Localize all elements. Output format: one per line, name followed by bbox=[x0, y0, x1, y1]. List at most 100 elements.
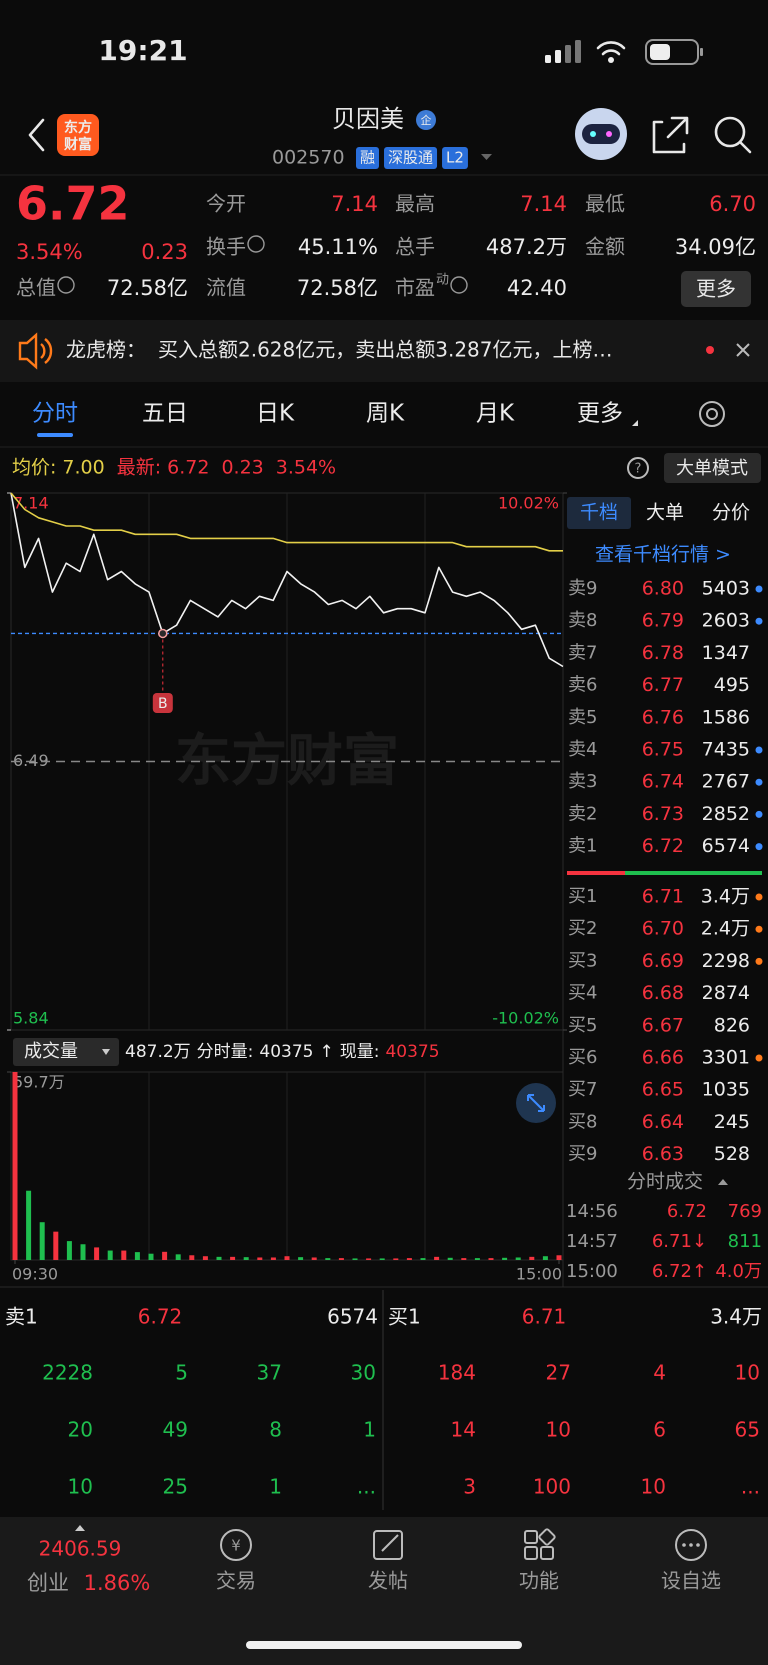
trades-toggle[interactable] bbox=[718, 1179, 728, 1185]
volume-bar bbox=[148, 1253, 154, 1260]
index-toggle[interactable] bbox=[75, 1525, 85, 1531]
info-icon[interactable] bbox=[57, 276, 75, 294]
tag bbox=[384, 147, 438, 169]
index-name[interactable]: 创业 bbox=[27, 1571, 69, 1595]
nav-item[interactable]: 交易 bbox=[216, 1569, 256, 1593]
search-button[interactable] bbox=[714, 116, 752, 154]
badge bbox=[416, 110, 436, 130]
queue-order: 10 bbox=[68, 1475, 93, 1499]
book-tab[interactable]: 分价 bbox=[712, 502, 750, 524]
volume-bar bbox=[366, 1258, 372, 1260]
volume-selector-arrow bbox=[102, 1049, 110, 1055]
more-button-text[interactable]: 更多 bbox=[696, 277, 736, 301]
nav-item[interactable]: 发帖 bbox=[368, 1569, 408, 1593]
book-tab[interactable]: 千档 bbox=[580, 502, 618, 524]
book-label: 买4 bbox=[568, 983, 597, 1004]
big-order-button-text[interactable]: 大单模式 bbox=[676, 458, 748, 479]
field-label: 最高 bbox=[395, 192, 435, 216]
queue-order: 10 bbox=[546, 1418, 571, 1442]
book-price: 6.78 bbox=[642, 642, 684, 664]
book-price: 6.71 bbox=[642, 886, 684, 908]
settings-button[interactable] bbox=[699, 401, 725, 427]
index-change[interactable]: 1.86% bbox=[84, 1571, 151, 1595]
volume-bar bbox=[461, 1258, 467, 1260]
volume-bar bbox=[12, 1072, 18, 1260]
tab[interactable]: 分时 bbox=[32, 401, 78, 427]
logo[interactable] bbox=[57, 114, 99, 156]
tab[interactable]: 更多 bbox=[577, 401, 623, 427]
volume-bar bbox=[338, 1258, 344, 1260]
trade-volume: 769 bbox=[728, 1201, 762, 1222]
home-indicator bbox=[246, 1641, 522, 1649]
volume-bar bbox=[352, 1258, 358, 1260]
field-value: 34.09亿 bbox=[675, 235, 756, 259]
book-dot bbox=[755, 957, 763, 965]
volume-bar bbox=[121, 1250, 127, 1260]
field-value: 7.14 bbox=[331, 192, 378, 216]
help-button[interactable]: ? bbox=[627, 457, 649, 479]
big-order-button[interactable] bbox=[664, 453, 761, 483]
book-tab[interactable]: 大单 bbox=[646, 502, 684, 524]
info-icon[interactable] bbox=[247, 235, 265, 253]
expand-button[interactable] bbox=[516, 1083, 556, 1123]
book-price: 6.63 bbox=[642, 1143, 684, 1165]
book-label: 买1 bbox=[568, 886, 597, 907]
book-volume: 3301 bbox=[702, 1047, 750, 1069]
field-value: 7.14 bbox=[520, 192, 567, 216]
queue-order: 100 bbox=[533, 1475, 571, 1499]
queue-order: ... bbox=[741, 1475, 760, 1499]
volume-minute: 40375 bbox=[259, 1042, 313, 1062]
close-notice[interactable] bbox=[736, 343, 750, 357]
queue-order: 5 bbox=[175, 1361, 188, 1385]
book-dot bbox=[755, 843, 763, 851]
info-change: 0.23 bbox=[221, 457, 263, 479]
speaker-icon bbox=[18, 332, 53, 370]
volume-selector[interactable] bbox=[13, 1038, 119, 1066]
tab-underline bbox=[37, 433, 73, 437]
info-icon[interactable] bbox=[450, 276, 468, 294]
tab[interactable]: 月K bbox=[476, 401, 515, 427]
assistant-avatar[interactable] bbox=[575, 108, 627, 160]
volume-bar bbox=[270, 1257, 276, 1260]
field-value: 72.58亿 bbox=[107, 276, 188, 300]
field-label-sup: 动 bbox=[436, 273, 449, 288]
nav-item[interactable]: 功能 bbox=[519, 1569, 559, 1593]
volume-bar bbox=[393, 1258, 399, 1260]
tag-text: 融 bbox=[360, 149, 375, 167]
book-price: 6.68 bbox=[642, 982, 684, 1004]
status-time: 19:21 bbox=[98, 34, 187, 67]
book-volume: 2603 bbox=[702, 610, 750, 632]
tab[interactable]: 五日 bbox=[142, 401, 188, 427]
book-tab-active[interactable] bbox=[567, 497, 631, 529]
volume-bar bbox=[257, 1257, 263, 1260]
price-line bbox=[10, 492, 564, 668]
queue-order: 30 bbox=[351, 1361, 376, 1385]
book-label: 卖8 bbox=[568, 610, 597, 631]
book-volume: 7435 bbox=[702, 739, 750, 761]
volume-current: 40375 bbox=[385, 1042, 439, 1062]
share-button[interactable] bbox=[652, 116, 689, 154]
tab[interactable]: 日K bbox=[256, 401, 295, 427]
more-button[interactable] bbox=[681, 271, 751, 307]
status-icons bbox=[545, 39, 703, 65]
notice-bar[interactable] bbox=[0, 320, 768, 382]
queue-order: 14 bbox=[451, 1418, 476, 1442]
dropdown-arrow[interactable] bbox=[481, 154, 492, 160]
index-value[interactable]: 2406.59 bbox=[39, 1537, 122, 1561]
tab[interactable]: 周K bbox=[366, 401, 405, 427]
y-tick-label: 59.7万 bbox=[13, 1073, 65, 1092]
book-label: 卖5 bbox=[568, 707, 597, 728]
book-dot bbox=[755, 778, 763, 786]
trades-title[interactable]: 分时成交 bbox=[627, 1171, 703, 1193]
ratio-bar-ask bbox=[567, 871, 625, 875]
volume-bar bbox=[189, 1255, 195, 1260]
volume-bar bbox=[175, 1254, 181, 1260]
book-link[interactable]: 查看千档行情 > bbox=[595, 544, 731, 566]
back-button[interactable] bbox=[28, 118, 45, 152]
book-volume: 2852 bbox=[702, 803, 750, 825]
queue-order: 49 bbox=[163, 1418, 188, 1442]
book-volume: 2.4万 bbox=[701, 918, 750, 940]
volume-minute-label: 分时量: bbox=[197, 1042, 254, 1062]
nav-item[interactable]: 设自选 bbox=[661, 1569, 721, 1593]
